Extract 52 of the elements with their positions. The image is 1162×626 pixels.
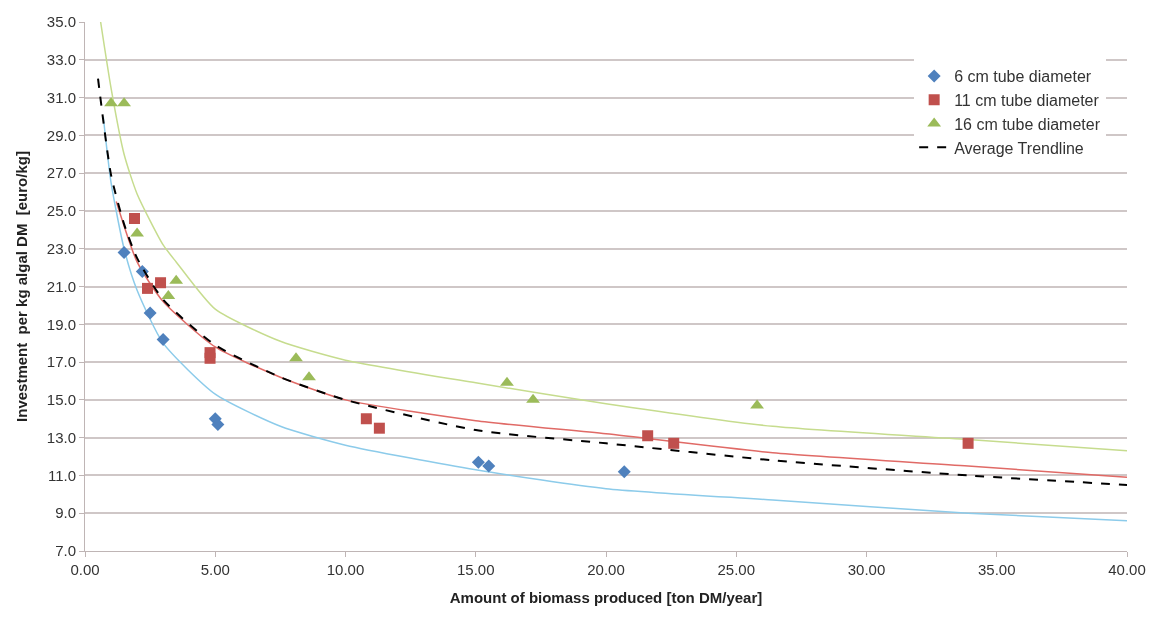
point <box>302 371 316 381</box>
point <box>142 282 154 294</box>
y-tick-label: 27.0 <box>46 164 76 182</box>
y-axis-title: Investment per kg algal DM [euro/kg] <box>13 151 31 422</box>
point <box>204 352 216 364</box>
y-tick-label: 33.0 <box>46 51 76 69</box>
y-tick-label: 19.0 <box>46 315 76 333</box>
legend-label: 16 cm tube diameter <box>954 115 1101 133</box>
x-tick-label: 25.00 <box>717 561 756 578</box>
point <box>155 277 167 289</box>
x-axis-title: Amount of biomass produced [ton DM/year] <box>449 589 763 606</box>
y-tick-label: 13.0 <box>46 428 76 446</box>
y-tick-label: 23.0 <box>46 239 76 257</box>
y-tick-label: 25.0 <box>46 202 76 220</box>
y-tick-label: 29.0 <box>46 126 76 144</box>
x-tick-label: 15.00 <box>456 561 495 578</box>
legend-label: 6 cm tube diameter <box>954 68 1092 86</box>
x-tick-label: 20.00 <box>587 561 625 578</box>
x-tick-label: 40.00 <box>1108 561 1146 578</box>
x-tick-label: 30.00 <box>847 561 886 578</box>
y-tick-label: 15.0 <box>46 391 76 409</box>
x-tick-label: 10.00 <box>326 561 365 578</box>
point <box>962 437 974 449</box>
point <box>471 455 485 469</box>
line-series <box>115 200 1127 479</box>
point <box>104 97 118 107</box>
y-tick-label: 21.0 <box>46 277 76 295</box>
y-tick-label: 7.0 <box>55 542 76 560</box>
point <box>642 430 654 442</box>
x-tick-label: 0.00 <box>70 561 100 578</box>
point <box>500 376 514 386</box>
point <box>117 245 131 259</box>
point <box>360 413 372 425</box>
point <box>617 465 631 479</box>
y-tick-label: 35.0 <box>46 13 76 31</box>
y-tick-label: 11.0 <box>47 466 76 484</box>
point <box>668 437 680 449</box>
point <box>289 352 303 362</box>
point <box>482 459 496 473</box>
line-series <box>99 22 1127 452</box>
y-tick-label: 9.0 <box>55 504 76 522</box>
y-tick-label: 17.0 <box>46 353 76 371</box>
point <box>373 422 385 434</box>
point <box>526 393 540 403</box>
legend-label: 11 cm tube diameter <box>954 91 1100 109</box>
legend-label: Average Trendline <box>954 139 1084 157</box>
point <box>156 332 170 346</box>
x-tick-label: 5.00 <box>200 561 230 578</box>
y-tick-label: 31.0 <box>46 88 76 106</box>
point <box>143 306 157 320</box>
x-tick-label: 35.00 <box>977 561 1016 578</box>
point <box>129 212 140 224</box>
